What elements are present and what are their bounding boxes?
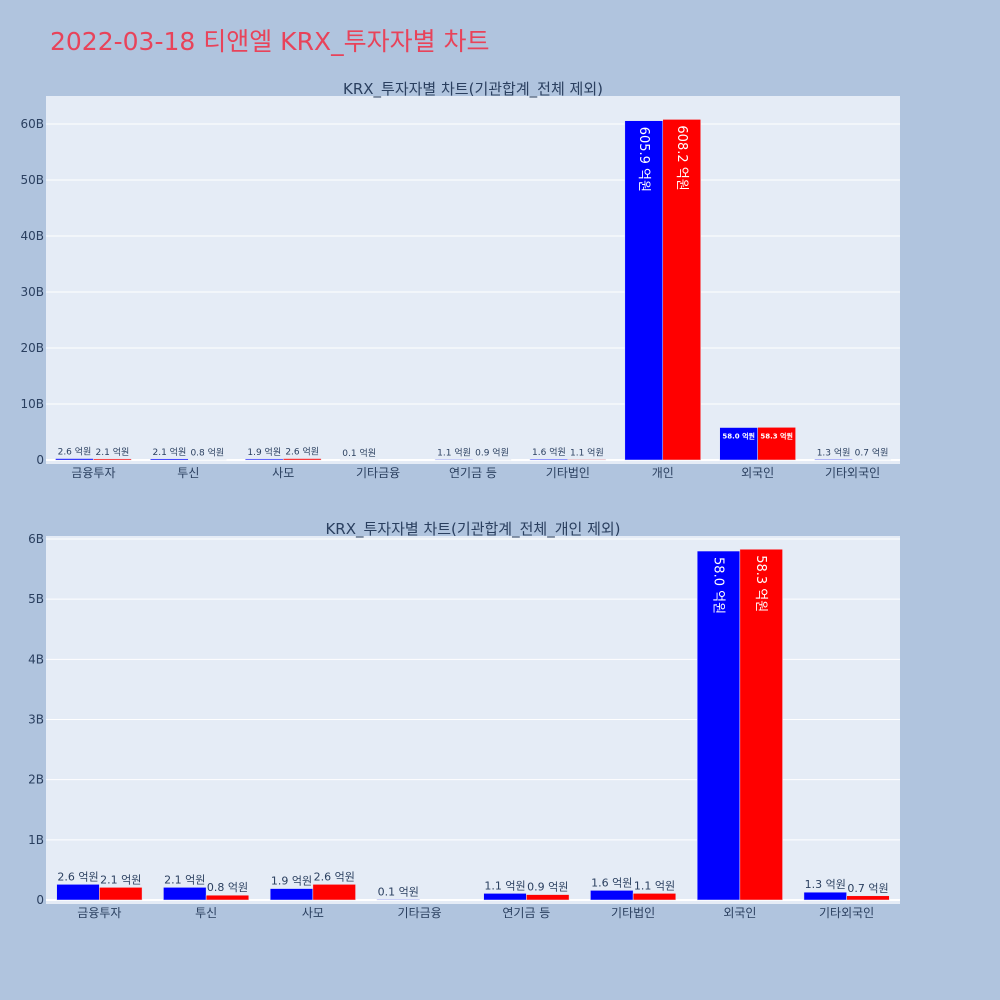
bar — [205, 894, 250, 901]
x-tick-label: 기타법인 — [611, 906, 655, 920]
data-label: 0.7 억원 — [847, 882, 888, 895]
x-tick-label: 기타금융 — [356, 466, 400, 480]
data-label: 1.1 억원 — [634, 879, 675, 892]
data-label: 2.6 억원 — [314, 870, 355, 883]
x-tick-label: 사모 — [272, 466, 294, 480]
bar — [696, 550, 741, 901]
y-tick-label: 0 — [36, 453, 44, 467]
data-label: 2.6 억원 — [57, 870, 98, 883]
y-tick-label: 1B — [28, 833, 44, 847]
bar — [99, 887, 143, 901]
data-label: 2.1 억원 — [152, 446, 186, 458]
bar — [757, 427, 796, 461]
y-tick-label: 20B — [20, 341, 44, 355]
y-tick-label: 6B — [28, 532, 44, 546]
data-label: 1.3 억원 — [817, 446, 851, 458]
data-label: 1.9 억원 — [247, 446, 281, 458]
y-tick-label: 40B — [20, 229, 44, 243]
x-tick-label: 투신 — [177, 466, 199, 480]
data-label: 608.2 억원 — [674, 125, 689, 190]
bar — [163, 887, 207, 901]
bar — [150, 458, 189, 461]
bar — [376, 899, 420, 901]
y-tick-label: 60B — [20, 117, 44, 131]
bar — [719, 427, 758, 461]
bar — [624, 120, 664, 461]
data-label: 0.8 억원 — [190, 447, 224, 459]
data-label: 1.9 억원 — [271, 875, 312, 888]
x-tick-label: 투신 — [195, 906, 217, 920]
x-tick-label: 사모 — [302, 906, 324, 920]
bar — [803, 891, 847, 901]
data-label: 2.6 억원 — [285, 446, 319, 458]
bar — [312, 884, 356, 901]
bar — [483, 893, 527, 901]
data-label: 1.6 억원 — [532, 446, 566, 458]
chart-title: KRX_투자자별 차트(기관합계_전체 제외) — [343, 80, 603, 99]
x-tick-label: 외국인 — [723, 906, 756, 920]
bar — [93, 458, 132, 461]
page-title: 2022-03-18 티앤엘 KRX_투자자별 차트 — [50, 27, 490, 56]
data-label: 2.1 억원 — [96, 446, 130, 458]
data-label: 2.1 억원 — [164, 873, 205, 886]
data-label: 1.3 억원 — [805, 878, 846, 891]
data-label: 0.1 억원 — [342, 447, 376, 459]
data-label: 2.6 억원 — [58, 446, 92, 458]
y-tick-label: 5B — [28, 592, 44, 606]
y-tick-label: 50B — [20, 173, 44, 187]
data-label: 1.6 억원 — [591, 876, 632, 889]
y-tick-label: 3B — [28, 713, 44, 727]
x-tick-label: 기타법인 — [546, 466, 590, 480]
data-label: 1.1 억원 — [437, 446, 471, 458]
bar — [434, 459, 474, 461]
plot-area — [46, 96, 900, 464]
x-tick-label: 연기금 등 — [449, 466, 497, 480]
data-label: 0.1 억원 — [378, 885, 419, 898]
y-tick-label: 2B — [28, 773, 44, 787]
bar — [472, 459, 512, 461]
data-label: 605.9 억원 — [636, 127, 651, 192]
data-label: 0.8 억원 — [207, 881, 248, 894]
bar — [590, 890, 634, 901]
bar — [529, 458, 569, 461]
y-tick-label: 4B — [28, 652, 44, 666]
x-tick-label: 기타외국인 — [819, 906, 874, 920]
bar — [632, 893, 677, 901]
bar — [662, 119, 701, 461]
x-tick-label: 연기금 등 — [502, 906, 550, 920]
x-tick-label: 금융투자 — [71, 466, 115, 480]
data-label: 58.3 억원 — [760, 431, 793, 440]
bar — [567, 459, 607, 461]
x-tick-label: 개인 — [652, 466, 674, 480]
data-label: 2.1 억원 — [100, 873, 141, 886]
data-label: 58.0 억원 — [722, 432, 755, 441]
bar — [56, 884, 100, 901]
data-label: 0.7 억원 — [855, 447, 889, 459]
data-label: 58.0 억원 — [711, 557, 726, 614]
data-label: 0.9 억원 — [527, 881, 568, 894]
y-tick-label: 30B — [20, 285, 44, 299]
data-label: 1.1 억원 — [570, 446, 604, 458]
x-tick-label: 외국인 — [741, 466, 774, 480]
bar — [526, 894, 570, 901]
chart-title: KRX_투자자별 차트(기관합계_전체_개인 제외) — [325, 520, 620, 539]
x-tick-label: 기타외국인 — [825, 466, 880, 480]
bar — [739, 548, 783, 901]
data-label: 0.9 억원 — [475, 446, 509, 458]
bar — [846, 895, 890, 901]
x-tick-label: 금융투자 — [77, 906, 121, 920]
bar — [55, 458, 94, 461]
data-label: 58.3 억원 — [753, 555, 768, 612]
y-tick-label: 10B — [20, 397, 44, 411]
y-tick-label: 0 — [36, 893, 44, 907]
bar — [269, 888, 314, 901]
bar — [814, 459, 853, 461]
bar — [245, 458, 284, 461]
bar — [282, 458, 322, 461]
data-label: 1.1 억원 — [484, 879, 525, 892]
x-tick-label: 기타금융 — [398, 906, 442, 920]
